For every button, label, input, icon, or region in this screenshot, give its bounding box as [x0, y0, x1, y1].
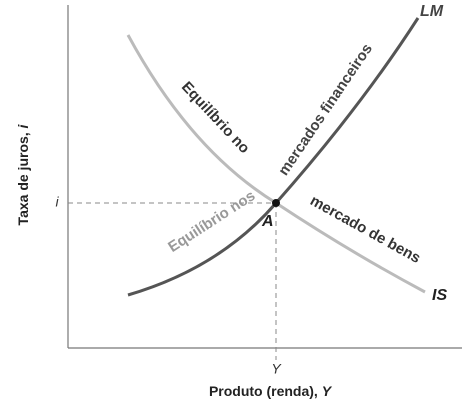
is-caption-prefix: Equilíbrio no — [178, 78, 253, 157]
is-label: IS — [432, 287, 447, 304]
lm-caption: mercados financeiros — [275, 41, 376, 179]
y-axis-label-text: Taxa de juros, — [15, 132, 31, 225]
equilibrium-point — [272, 199, 280, 207]
x-marker: Y — [271, 361, 282, 377]
y-marker: i — [55, 194, 59, 210]
x-axis-label-symbol: Y — [322, 383, 333, 399]
y-axis-label: Taxa de juros, i — [15, 123, 31, 225]
point-label: A — [261, 213, 274, 230]
lm-caption-prefix: Equilíbrio nos — [165, 187, 258, 256]
lm-label: LM — [420, 3, 444, 20]
y-axis-label-symbol: i — [15, 123, 31, 128]
lm-curve — [127, 17, 420, 297]
is-caption: mercado de bens — [307, 192, 423, 267]
x-axis-label-text: Produto (renda), — [209, 383, 318, 399]
x-axis-label: Produto (renda), Y — [209, 383, 333, 399]
